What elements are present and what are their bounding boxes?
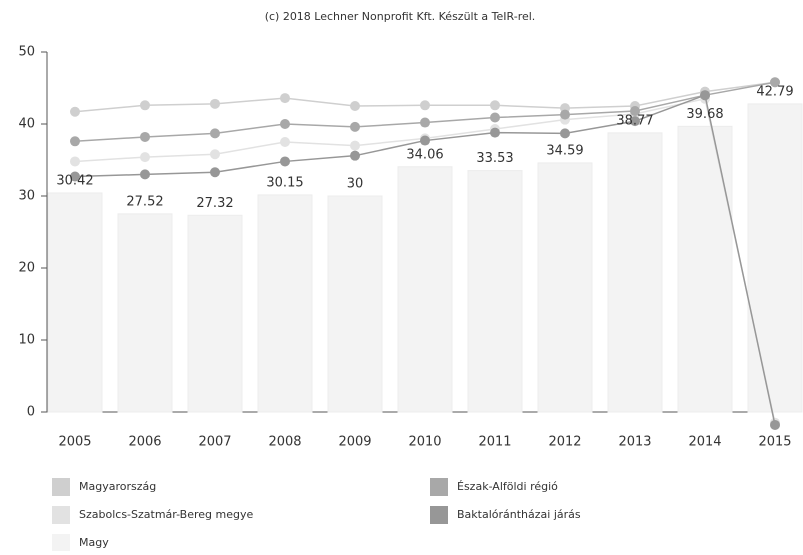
line-point (280, 93, 290, 104)
line-point (350, 150, 360, 161)
line-point (210, 128, 220, 139)
chart-title: (c) 2018 Lechner Nonprofit Kft. Készült … (265, 10, 536, 23)
bar (397, 166, 453, 413)
x-tick-label: 2012 (548, 435, 581, 450)
legend-label: Szabolcs-Szatmár-Bereg megye (79, 508, 253, 521)
line-point (70, 171, 80, 182)
line-point (140, 131, 150, 142)
y-tick-label: 50 (18, 45, 35, 60)
x-tick-label: 2014 (688, 435, 721, 450)
x-tick-label: 2011 (478, 435, 511, 450)
bar (187, 214, 243, 413)
legend-label: Baktalórántházai járás (457, 508, 581, 521)
bar (537, 162, 593, 413)
x-tick-label: 2015 (758, 435, 791, 450)
line-point (490, 127, 500, 138)
data-label: 30.42 (56, 173, 93, 188)
line-point (140, 169, 150, 180)
line-point (770, 77, 780, 88)
bar (607, 132, 663, 413)
line-point (420, 100, 430, 111)
y-tick-label: 30 (18, 189, 35, 204)
bar (257, 194, 313, 413)
line (74, 81, 776, 143)
legend-label: Magyarország (79, 480, 156, 493)
legend-label: Magy (79, 536, 109, 549)
line-point (210, 149, 220, 160)
line-point (700, 90, 710, 101)
x-tick-label: 2013 (618, 435, 651, 450)
bar (467, 170, 523, 413)
bar (47, 192, 103, 413)
data-label: 34.06 (406, 147, 443, 162)
data-label: 39.68 (686, 107, 723, 122)
legend-swatch (52, 534, 70, 552)
line-point (70, 136, 80, 147)
x-tick-label: 2006 (128, 435, 161, 450)
bar (117, 213, 173, 413)
line-point (350, 140, 360, 151)
data-label: 27.32 (196, 196, 233, 211)
y-tick-label: 20 (18, 261, 35, 276)
data-label: 42.79 (756, 84, 793, 99)
line-point (280, 156, 290, 167)
line-point (140, 100, 150, 111)
line-point (210, 98, 220, 109)
line-point (560, 109, 570, 120)
bar (747, 103, 803, 413)
line-point (210, 167, 220, 178)
line-point (630, 116, 640, 127)
data-label: 27.52 (126, 194, 163, 209)
x-tick-label: 2005 (58, 435, 91, 450)
y-tick-label: 0 (27, 405, 35, 420)
line-point (420, 117, 430, 128)
x-tick-label: 2010 (408, 435, 441, 450)
x-tick-label: 2007 (198, 435, 231, 450)
line-point (490, 100, 500, 111)
data-label: 34.59 (546, 143, 583, 158)
line-point (140, 152, 150, 163)
legend-swatch (52, 506, 70, 524)
line-point (350, 121, 360, 132)
line-point (350, 101, 360, 111)
bar (327, 195, 383, 413)
x-tick-label: 2008 (268, 435, 301, 450)
line-point (280, 119, 290, 129)
line-point (560, 128, 570, 139)
legend-swatch (430, 506, 448, 524)
line-point (70, 156, 80, 167)
bar (677, 125, 733, 413)
line-point (280, 137, 290, 147)
data-label: 38.77 (616, 113, 653, 128)
line-point (630, 106, 640, 117)
y-tick-label: 10 (18, 333, 35, 348)
legend-swatch (430, 478, 448, 496)
data-label: 30 (347, 177, 364, 192)
line-point (770, 419, 780, 430)
legend-label: Észak-Alföldi régió (457, 480, 558, 493)
x-tick-label: 2009 (338, 435, 371, 450)
data-label: 33.53 (476, 151, 513, 166)
line-point (420, 135, 430, 146)
legend-swatch (52, 478, 70, 496)
line-point (70, 106, 80, 117)
y-tick-label: 40 (18, 117, 35, 132)
data-label: 30.15 (266, 175, 303, 190)
line-point (490, 112, 500, 123)
